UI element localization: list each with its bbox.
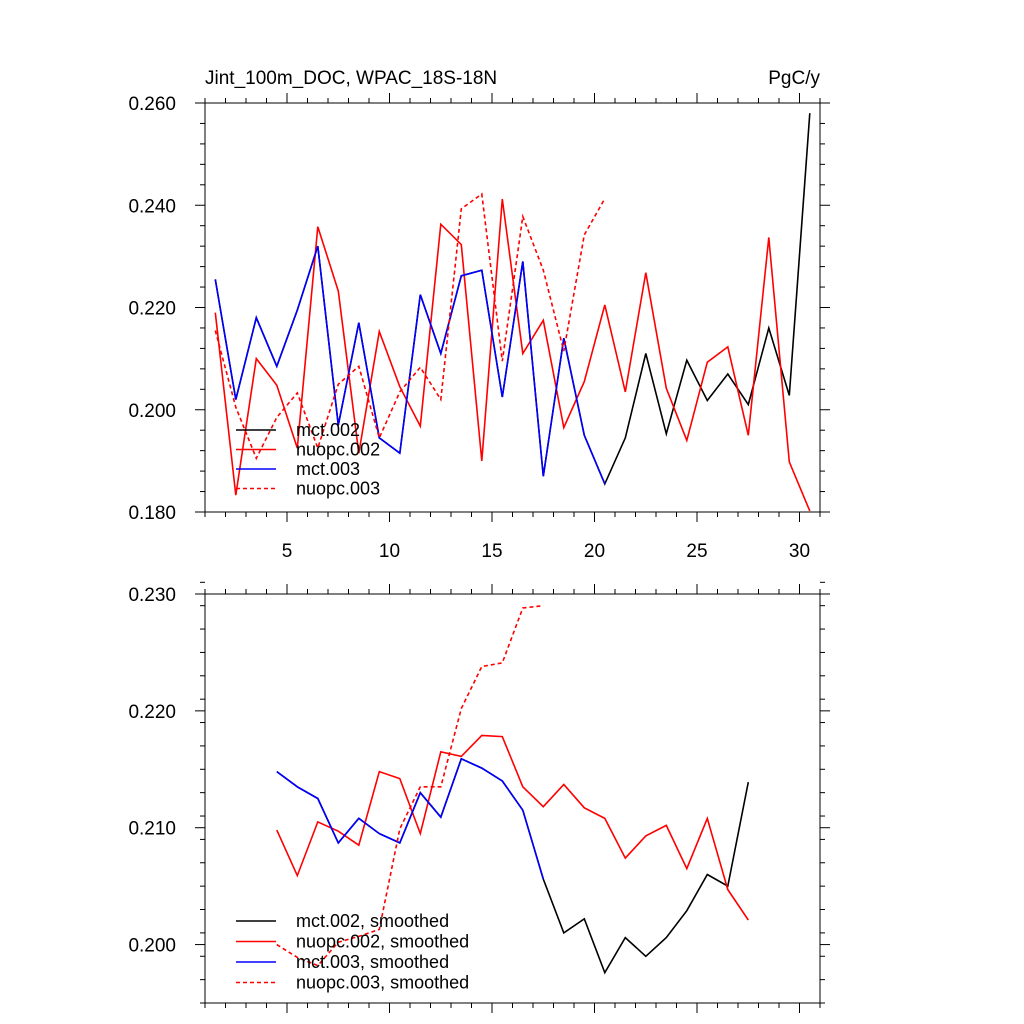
y-tick-label: 0.210	[128, 819, 176, 840]
series-line-mct-003	[214, 245, 606, 485]
y-tick-label: 0.220	[128, 702, 176, 723]
x-tick-label: 10	[379, 541, 400, 562]
x-tick-label: 20	[584, 541, 605, 562]
series-line-nuopc-002-smoothed	[276, 734, 749, 921]
legend-label: mct.002	[296, 420, 360, 440]
x-tick-label: 30	[789, 541, 810, 562]
legend-label: mct.003, smoothed	[296, 952, 449, 972]
series-line-nuopc-003-smoothed	[276, 604, 544, 967]
series-line-mct-003-smoothed	[276, 757, 545, 880]
y-tick-label: 0.200	[128, 936, 176, 957]
top-panel: Jint_100m_DOC, WPAC_18S-18N PgC/y 5 10 15 2…	[128, 68, 830, 562]
legend-label: nuopc.002	[296, 440, 380, 460]
x-tick-label: 5	[282, 541, 293, 562]
units-label: PgC/y	[768, 68, 820, 89]
series-line-nuopc-003	[214, 192, 606, 461]
x-tick-label: 25	[686, 541, 707, 562]
y-tick-label: 0.240	[128, 196, 176, 217]
legend-label: mct.002, smoothed	[296, 911, 449, 931]
legend-label: mct.003	[296, 459, 360, 479]
y-tick-label: 0.180	[128, 503, 176, 524]
y-tick-label: 0.200	[128, 401, 176, 422]
series-line-nuopc-002	[214, 198, 811, 512]
legend-label: nuopc.002, smoothed	[296, 932, 469, 952]
chart-title: Jint_100m_DOC, WPAC_18S-18N	[205, 68, 497, 89]
legend-label: nuopc.003, smoothed	[296, 973, 469, 993]
legend-label: nuopc.003	[296, 479, 380, 499]
y-tick-label: 0.220	[128, 299, 176, 320]
y-tick-label: 0.260	[128, 94, 176, 115]
y-tick-label: 0.230	[128, 585, 176, 606]
x-tick-label: 15	[481, 541, 502, 562]
